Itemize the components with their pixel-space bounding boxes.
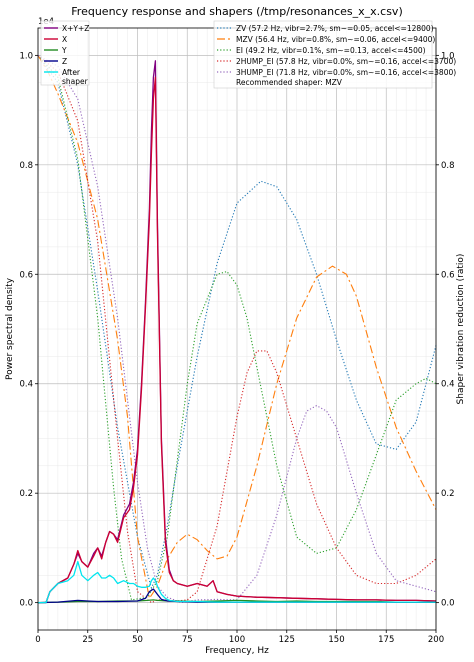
shaper-line-1 — [37, 55, 437, 600]
x-tick-label: 150 — [328, 635, 344, 645]
x-tick-label: 75 — [182, 635, 193, 645]
x-tick-label: 200 — [428, 635, 444, 645]
x-axis-label: Frequency, Hz — [205, 646, 269, 656]
y-tick-label: 1.0 — [19, 51, 33, 61]
psd-legend-label: shaper — [62, 77, 89, 86]
y-tick-label: 0.0 — [19, 599, 33, 609]
y-tick-label: 0.8 — [19, 161, 33, 171]
x-tick-label: 175 — [378, 635, 394, 645]
psd-legend-label: X — [62, 35, 67, 44]
shaper-legend-label: 3HUMP_EI (71.8 Hz, vibr=0.0%, sm~=0.16, … — [236, 68, 456, 77]
psd-line-1 — [38, 76, 437, 604]
y-tick-label: 0.4 — [19, 380, 33, 390]
shaper-legend-label: ZV (57.2 Hz, vibr=2.7%, sm~=0.05, accel<… — [236, 24, 434, 33]
y2-tick-label: 0.4 — [441, 380, 455, 390]
x-tick-label: 50 — [132, 635, 143, 645]
x-tick-label: 100 — [229, 635, 245, 645]
chart-series — [37, 54, 437, 604]
recommended-shaper-text: Recommended shaper: MZV — [236, 78, 343, 87]
shaper-legend-label: 2HUMP_EI (57.8 Hz, vibr=0.0%, sm~=0.16, … — [236, 57, 456, 66]
shaper-legend-box — [213, 20, 433, 89]
y-tick-label: 0.2 — [19, 489, 33, 499]
shaper-line-2 — [37, 55, 437, 601]
psd-legend-box — [40, 20, 90, 86]
y2-axis-label: Shaper vibration reduction (ratio) — [456, 254, 466, 405]
shaper-line-3 — [37, 54, 437, 604]
shaper-legend-items: ZV (57.2 Hz, vibr=2.7%, sm~=0.05, accel<… — [217, 24, 456, 77]
y2-tick-label: 1.0 — [441, 51, 455, 61]
shaper-legend-label: MZV (56.4 Hz, vibr=0.8%, sm~=0.06, accel… — [236, 35, 435, 44]
psd-legend-label: After — [62, 68, 81, 77]
psd-legend-label: Z — [62, 57, 67, 66]
y2-tick-label: 0.2 — [441, 489, 455, 499]
shaper-legend: ZV (57.2 Hz, vibr=2.7%, sm~=0.05, accel<… — [213, 20, 456, 89]
x-tick-label: 25 — [82, 635, 93, 645]
psd-line-4 — [38, 560, 436, 604]
shaper-legend-label: EI (49.2 Hz, vibr=0.1%, sm~=0.13, accel<… — [236, 46, 426, 55]
grid-lines — [37, 28, 437, 630]
axes: 0 25 50 75 100 125 150 175 200 0.0 0.2 0.4 0.6 0.8 1.0… — [19, 51, 454, 645]
y2-tick-label: 0.0 — [441, 599, 455, 609]
chart-title: Frequency response and shapers (/tmp/res… — [71, 5, 402, 18]
psd-legend-label: Y — [61, 46, 67, 55]
y2-tick-label: 0.8 — [441, 161, 455, 171]
y-tick-label: 0.6 — [19, 270, 33, 280]
y-axis-label: Power spectral density — [5, 277, 15, 380]
psd-legend-label: X+Y+Z — [62, 24, 89, 33]
y2-tick-label: 0.6 — [441, 270, 455, 280]
x-tick-label: 0 — [35, 635, 40, 645]
x-tick-label: 125 — [279, 635, 295, 645]
